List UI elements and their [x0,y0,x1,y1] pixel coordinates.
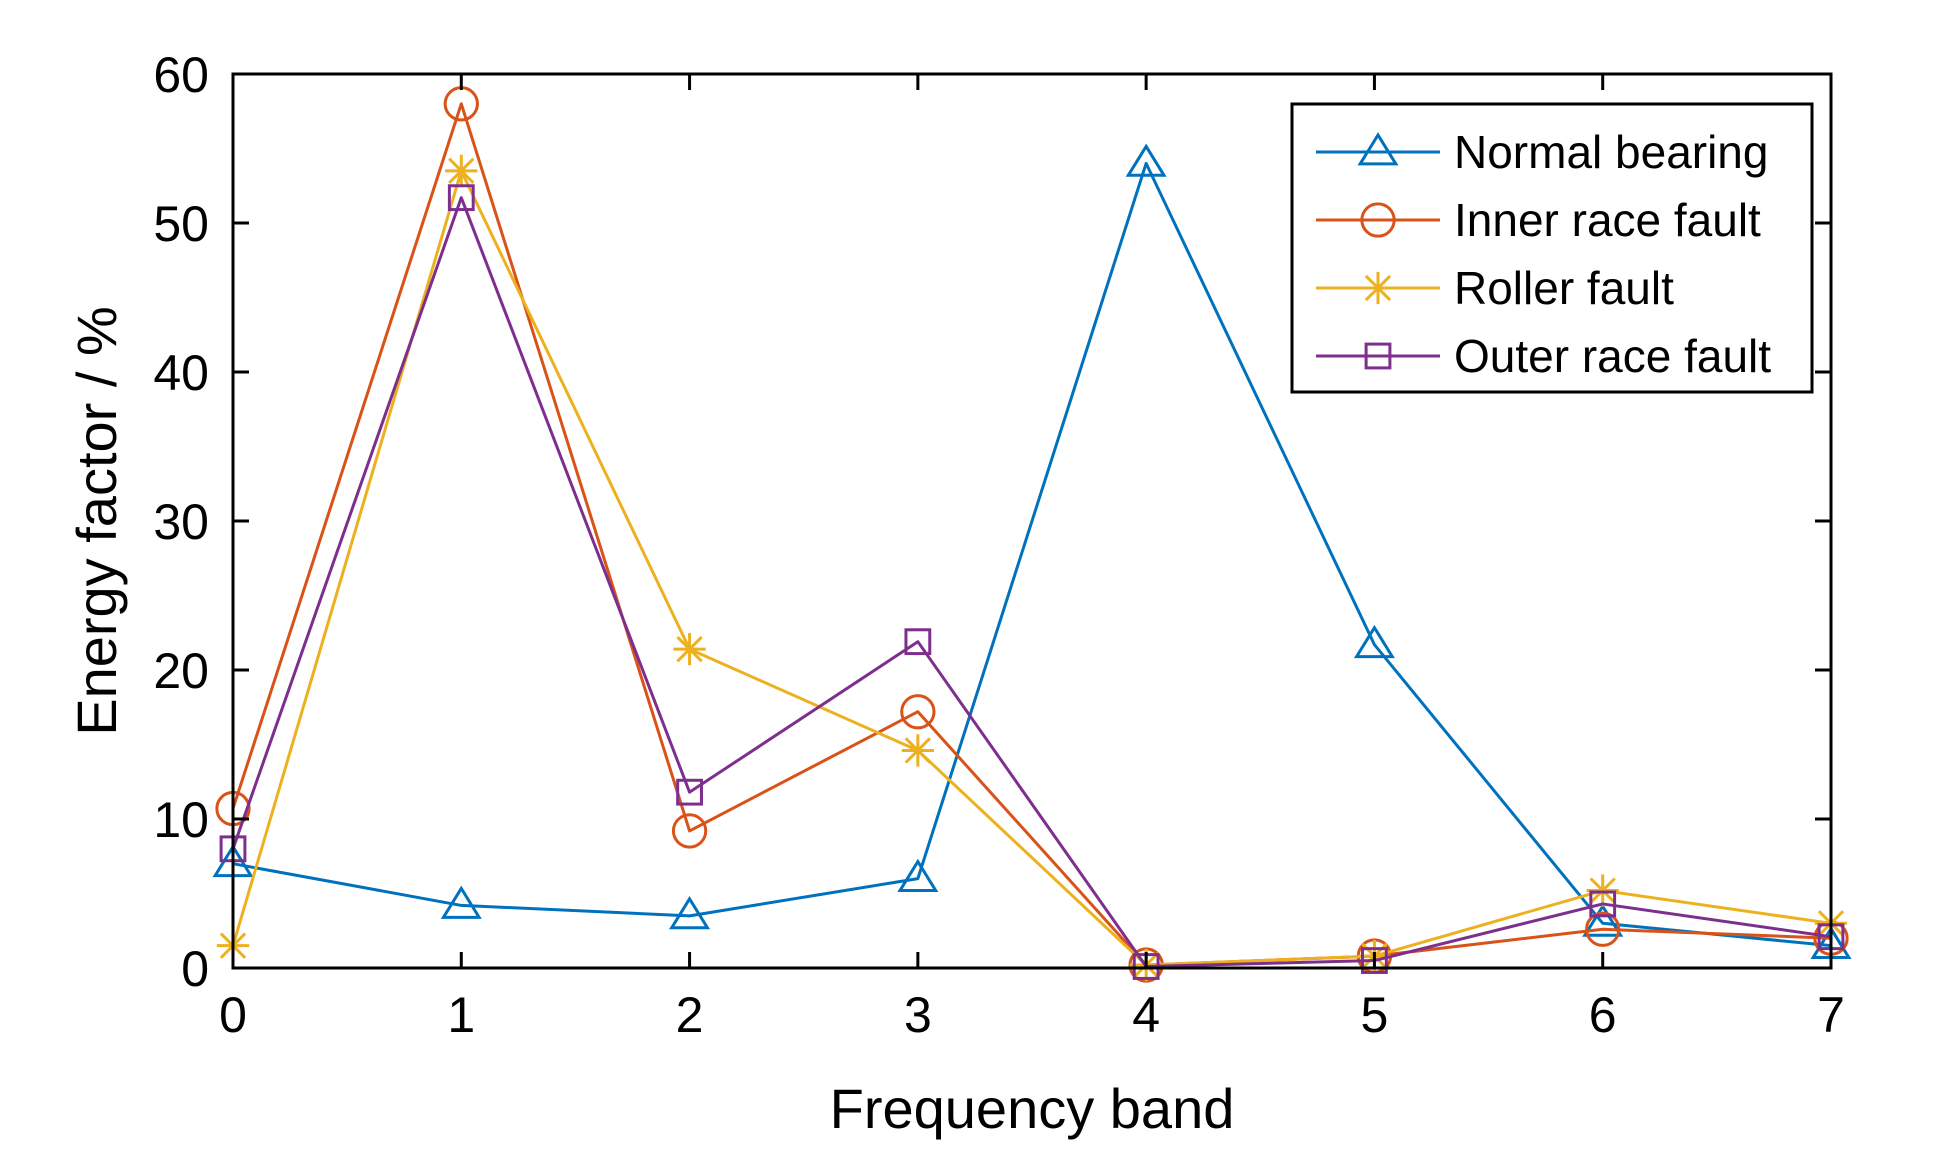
y-tick-label: 20 [153,643,209,699]
legend-marker [1361,271,1395,305]
x-tick-label: 3 [904,987,932,1043]
data-point [897,858,939,892]
data-point [1582,903,1624,937]
series-line [231,169,1832,967]
series-layer [212,86,1852,983]
data-point [676,778,703,806]
legend-item: Roller fault [1316,262,1674,314]
data-point [673,632,706,666]
legend-item: Outer race fault [1316,330,1771,382]
legend-label: Roller fault [1454,262,1674,314]
legend-label: Normal bearing [1454,126,1768,178]
y-tick-label: 60 [153,47,209,103]
data-point [445,154,478,187]
legend-marker [1357,132,1399,166]
legend-label: Outer race fault [1454,330,1771,382]
series-line [232,161,1832,948]
legend-label: Inner race fault [1454,194,1761,246]
x-tick-label: 1 [447,987,475,1043]
ticks-layer: 0 1 2 3 4 5 6 7 0 10 20 30 40 50 60 [153,47,1845,1043]
y-axis-label: Energy factor / % [65,306,128,736]
data-point [1125,143,1167,177]
y-tick-label: 30 [153,494,209,550]
data-point [440,885,482,919]
data-point [901,734,935,767]
data-point [1585,911,1621,947]
data-point [900,694,936,730]
y-tick-label: 10 [153,792,209,848]
x-tick-label: 6 [1589,987,1617,1043]
data-point [904,628,932,656]
data-point [1353,624,1395,659]
x-tick-label: 5 [1361,987,1389,1043]
series-line [231,196,1832,969]
data-point [1586,874,1619,907]
legend-marker [1364,342,1392,370]
data-point [669,895,711,930]
legend-item: Normal bearing [1316,126,1768,178]
y-tick-label: 50 [153,196,209,252]
data-point [447,184,475,212]
x-axis-label: Frequency band [830,1077,1235,1140]
legend-marker [1360,202,1396,238]
x-tick-label: 0 [219,987,247,1043]
data-point [671,813,708,849]
data-point [1361,947,1388,974]
y-tick-label: 0 [181,941,209,997]
data-point [1589,890,1617,918]
legend-item: Inner race fault [1316,194,1761,246]
x-tick-label: 4 [1132,987,1160,1043]
y-tick-label: 40 [153,345,209,401]
x-tick-label: 2 [676,987,704,1043]
x-tick-label: 7 [1817,987,1845,1043]
series-line [231,102,1832,967]
legend: Normal bearing Inner race fault Roller fau… [1290,102,1814,394]
